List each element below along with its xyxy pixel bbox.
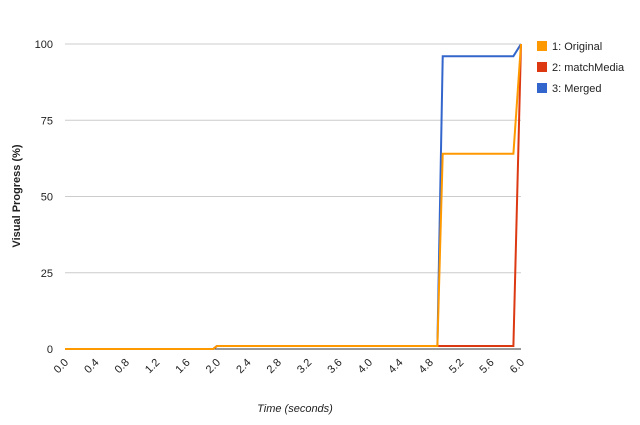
x-tick-label: 5.6 bbox=[477, 357, 496, 376]
series-line bbox=[65, 43, 522, 350]
x-tick-label: 1.6 bbox=[173, 357, 192, 376]
x-tick-label: 1.2 bbox=[143, 357, 162, 376]
legend-swatch bbox=[537, 83, 547, 93]
x-tick-label: 2.8 bbox=[265, 357, 284, 376]
x-tick-label: 5.2 bbox=[447, 357, 466, 376]
y-tick-label: 50 bbox=[41, 192, 53, 204]
x-tick-label: 3.6 bbox=[325, 357, 344, 376]
x-tick-label: 2.0 bbox=[204, 357, 223, 376]
x-tick-label: 0.4 bbox=[82, 357, 101, 376]
legend-label: 1: Original bbox=[552, 41, 602, 53]
y-axis-title: Visual Progress (%) bbox=[11, 144, 23, 247]
x-axis-title: Time (seconds) bbox=[257, 403, 333, 415]
x-tick-label: 6.0 bbox=[508, 357, 527, 376]
x-tick-label: 2.4 bbox=[234, 357, 253, 376]
y-tick-label: 25 bbox=[41, 268, 53, 280]
x-tick-label: 0.0 bbox=[52, 357, 71, 376]
y-tick-label: 100 bbox=[35, 39, 53, 51]
x-tick-label: 4.4 bbox=[386, 357, 405, 376]
legend-swatch bbox=[537, 62, 547, 72]
x-tick-label: 0.8 bbox=[113, 357, 132, 376]
x-tick-label: 3.2 bbox=[295, 357, 314, 376]
x-tick-label: 4.0 bbox=[356, 357, 375, 376]
y-tick-label: 75 bbox=[41, 115, 53, 127]
y-tick-label: 0 bbox=[47, 344, 53, 356]
x-tick-label: 4.8 bbox=[417, 357, 436, 376]
legend-label: 2: matchMedia bbox=[552, 62, 625, 74]
legend-label: 3: Merged bbox=[552, 83, 602, 95]
legend-swatch bbox=[537, 41, 547, 51]
